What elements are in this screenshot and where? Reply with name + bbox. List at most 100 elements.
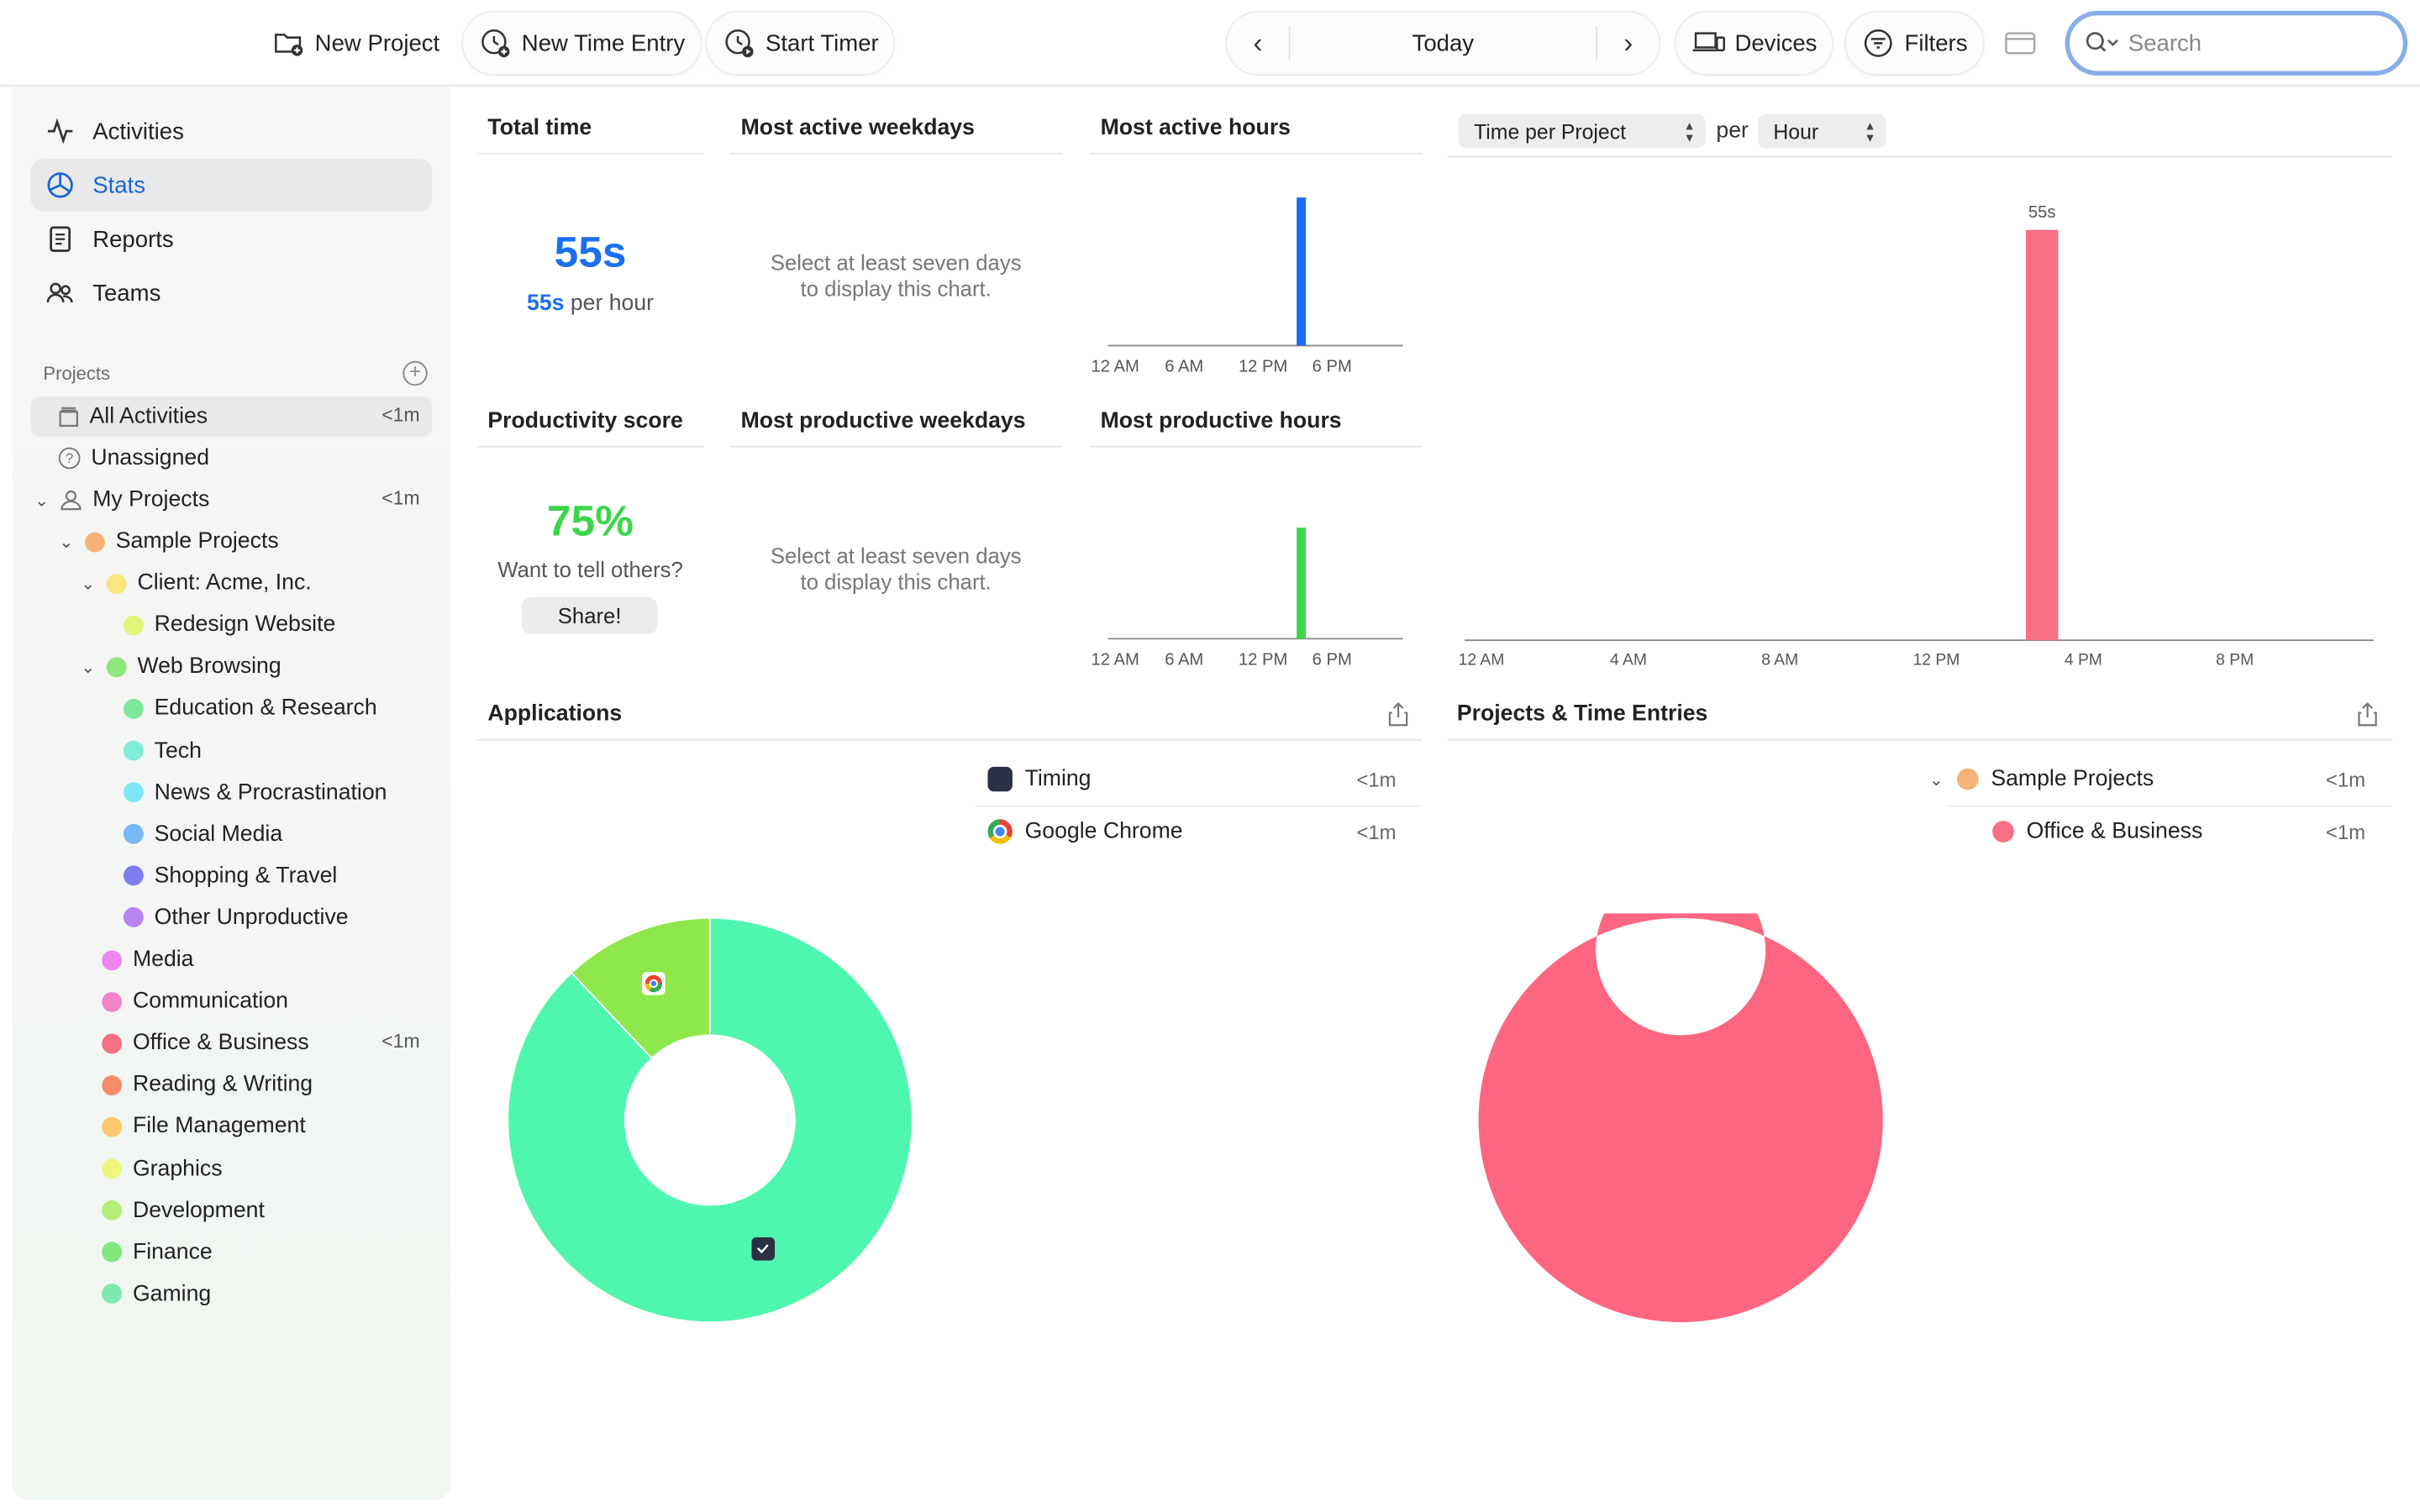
project-color-dot bbox=[123, 907, 144, 928]
project-item[interactable]: Finance bbox=[102, 1234, 213, 1271]
start-timer-button[interactable]: Start Timer bbox=[707, 12, 895, 75]
most-productive-hours-title: Most productive hours bbox=[1100, 408, 1342, 434]
bar bbox=[1297, 528, 1307, 639]
x-tick-label: 8 PM bbox=[2216, 652, 2254, 669]
project-item[interactable]: News & Procrastination bbox=[123, 774, 387, 811]
x-tick-label: 12 AM bbox=[1459, 652, 1505, 669]
previous-day-button[interactable]: ‹ bbox=[1227, 13, 1288, 74]
application-duration: <1m bbox=[1356, 768, 1397, 792]
add-project-button[interactable]: + bbox=[402, 360, 428, 386]
project-color-dot bbox=[123, 740, 144, 761]
project-item[interactable]: File Management bbox=[102, 1108, 306, 1145]
project-color-dot bbox=[1956, 768, 1979, 790]
chrome-center-dot bbox=[995, 827, 1005, 837]
project-item[interactable]: Development bbox=[102, 1192, 265, 1229]
search-icon bbox=[2086, 32, 2118, 52]
empty-chart-message: Select at least seven days to display th… bbox=[730, 543, 1062, 596]
project-item[interactable]: Reading & Writing bbox=[102, 1067, 313, 1104]
share-icon[interactable] bbox=[1387, 701, 1409, 727]
project-label: Social Media bbox=[154, 822, 283, 847]
question-icon: ? bbox=[58, 447, 81, 470]
divider bbox=[1089, 152, 1422, 155]
share-button[interactable]: Share! bbox=[521, 596, 658, 634]
project-item[interactable]: ⌄ Sample Projects bbox=[59, 523, 279, 560]
project-item[interactable]: Media bbox=[102, 941, 194, 978]
per-label: per bbox=[1716, 118, 1749, 144]
chevron-right-icon: › bbox=[1623, 27, 1634, 58]
application-row[interactable]: Google Chrome bbox=[987, 807, 1183, 857]
chevron-down-icon[interactable]: ⌄ bbox=[34, 491, 50, 511]
project-all-activities[interactable]: All Activities bbox=[59, 398, 208, 435]
project-item[interactable]: Redesign Website bbox=[123, 606, 336, 643]
toolbar: New Project New Time Entry Start Timer ‹… bbox=[0, 0, 2420, 87]
per-hour-value: 55s bbox=[527, 291, 565, 317]
project-label: Development bbox=[132, 1198, 265, 1223]
timer-play-icon bbox=[725, 29, 754, 58]
project-color-dot bbox=[123, 865, 144, 886]
project-color-dot bbox=[85, 531, 105, 552]
per-hour-text: 55s per hour bbox=[477, 291, 704, 316]
unit-select[interactable]: Hour ▴ ▾ bbox=[1758, 113, 1886, 149]
new-time-entry-button[interactable]: New Time Entry bbox=[463, 12, 701, 75]
project-item[interactable]: Graphics bbox=[102, 1150, 223, 1187]
project-unassigned[interactable]: ? Unassigned bbox=[58, 439, 210, 476]
bar bbox=[2025, 229, 2059, 641]
x-tick-label: 4 AM bbox=[1610, 652, 1647, 669]
chevron-down-icon[interactable]: ⌄ bbox=[81, 575, 96, 594]
project-item[interactable]: Education & Research bbox=[123, 690, 377, 727]
chrome-icon bbox=[987, 819, 1013, 844]
project-duration: <1m bbox=[381, 404, 420, 426]
project-entry-row[interactable]: ⌄ Sample Projects bbox=[1929, 754, 2154, 804]
application-duration: <1m bbox=[1356, 821, 1397, 844]
project-label: Unassigned bbox=[91, 445, 210, 471]
project-entry-row[interactable]: Office & Business bbox=[1992, 807, 2202, 857]
project-color-dot bbox=[106, 657, 127, 677]
project-color-dot bbox=[102, 991, 123, 1012]
project-label: Client: Acme, Inc. bbox=[137, 570, 312, 596]
project-item[interactable]: ⌄ Client: Acme, Inc. bbox=[81, 564, 312, 601]
project-item[interactable]: Office & Business bbox=[102, 1025, 309, 1062]
sidebar-item-reports[interactable]: Reports bbox=[31, 213, 433, 265]
project-color-dot bbox=[123, 824, 144, 845]
sidebar-item-teams[interactable]: Teams bbox=[31, 267, 433, 319]
project-item[interactable]: Shopping & Travel bbox=[123, 858, 337, 895]
chevron-down-icon[interactable]: ⌄ bbox=[59, 533, 74, 552]
total-time-title: Total time bbox=[487, 115, 592, 141]
share-icon[interactable] bbox=[2357, 701, 2379, 727]
next-day-button[interactable]: › bbox=[1597, 13, 1659, 74]
project-item[interactable]: Gaming bbox=[102, 1276, 211, 1313]
most-active-weekdays-title: Most active weekdays bbox=[740, 115, 975, 141]
date-navigator: ‹ Today › bbox=[1227, 12, 1660, 75]
project-entry-name: Sample Projects bbox=[1991, 766, 2154, 792]
sidebar-toggle-button[interactable] bbox=[1987, 12, 2053, 75]
chevron-down-icon[interactable]: ⌄ bbox=[1928, 770, 1944, 790]
application-row[interactable]: Timing bbox=[987, 754, 1092, 804]
applications-title: Applications bbox=[487, 701, 623, 727]
project-item[interactable]: Other Unproductive bbox=[123, 900, 349, 937]
date-range-label[interactable]: Today bbox=[1412, 29, 1475, 57]
project-label: Communication bbox=[132, 989, 289, 1014]
most-productive-weekdays-title: Most productive weekdays bbox=[740, 408, 1026, 434]
project-label: Redesign Website bbox=[154, 612, 336, 638]
search-field[interactable] bbox=[2065, 10, 2408, 76]
project-item[interactable]: Tech bbox=[123, 732, 202, 769]
chevron-down-icon[interactable]: ⌄ bbox=[81, 658, 96, 677]
search-input[interactable] bbox=[2128, 29, 2360, 57]
devices-button[interactable]: Devices bbox=[1676, 12, 1833, 75]
new-project-button[interactable]: New Project bbox=[255, 12, 455, 75]
sidebar-item-activities[interactable]: Activities bbox=[31, 105, 433, 157]
project-my-projects[interactable]: ⌄ My Projects bbox=[34, 481, 209, 518]
project-item[interactable]: ⌄ Web Browsing bbox=[81, 648, 281, 685]
sidebar-item-stats[interactable]: Stats bbox=[30, 159, 433, 212]
reports-icon bbox=[50, 226, 71, 252]
project-item[interactable]: Social Media bbox=[123, 816, 283, 853]
filters-button[interactable]: Filters bbox=[1845, 12, 1983, 75]
updown-chevron-icon: ▴ ▾ bbox=[1866, 117, 1874, 145]
project-item[interactable]: Communication bbox=[102, 983, 288, 1020]
most-active-hours-title: Most active hours bbox=[1100, 115, 1291, 141]
folder-add-icon bbox=[275, 34, 303, 56]
metric-select[interactable]: Time per Project ▴ ▾ bbox=[1458, 113, 1706, 149]
project-color-dot bbox=[1992, 821, 2014, 843]
project-label: News & Procrastination bbox=[154, 780, 387, 806]
